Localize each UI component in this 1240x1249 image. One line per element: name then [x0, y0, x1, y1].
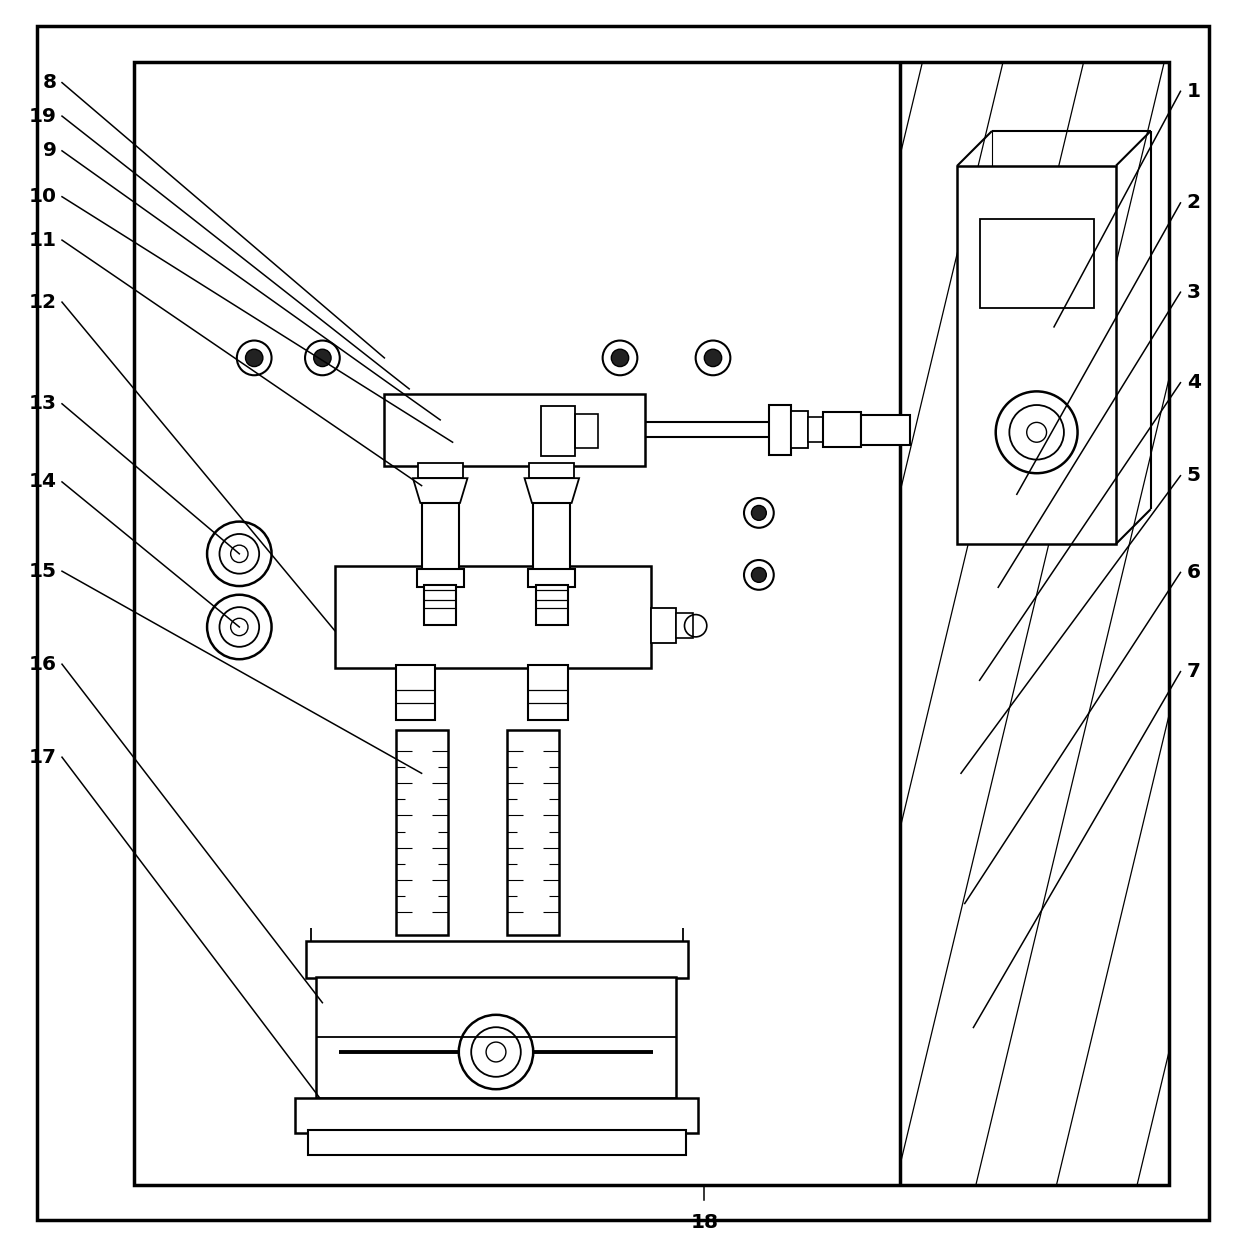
Text: 8: 8 — [43, 74, 57, 92]
Bar — [418, 463, 463, 478]
Circle shape — [603, 341, 637, 375]
Text: 2: 2 — [1187, 194, 1200, 212]
Bar — [306, 940, 688, 978]
Circle shape — [207, 522, 272, 586]
Text: 19: 19 — [30, 106, 57, 126]
Circle shape — [744, 498, 774, 528]
Text: 18: 18 — [691, 1213, 718, 1232]
Bar — [507, 729, 559, 934]
Circle shape — [207, 595, 272, 659]
Circle shape — [611, 350, 629, 366]
Bar — [575, 413, 598, 448]
Text: 6: 6 — [1187, 563, 1200, 582]
Bar — [861, 415, 910, 445]
Bar — [424, 585, 456, 624]
Bar — [676, 613, 693, 638]
Circle shape — [305, 341, 340, 375]
Bar — [791, 411, 808, 448]
Text: 3: 3 — [1187, 282, 1200, 302]
Text: 5: 5 — [1187, 466, 1200, 485]
Text: 4: 4 — [1187, 373, 1200, 392]
Circle shape — [704, 350, 722, 366]
Text: 13: 13 — [29, 395, 57, 413]
Text: 16: 16 — [29, 654, 57, 673]
Bar — [541, 406, 575, 456]
Bar — [651, 608, 676, 643]
Text: 17: 17 — [29, 748, 57, 767]
Bar — [384, 393, 645, 466]
Text: 11: 11 — [29, 231, 57, 250]
Bar — [533, 503, 570, 571]
Bar — [422, 503, 459, 571]
Bar — [823, 412, 861, 447]
Bar — [134, 61, 1169, 1185]
Bar — [528, 666, 568, 719]
Text: 7: 7 — [1187, 662, 1200, 681]
Text: 1: 1 — [1187, 81, 1200, 101]
Bar — [417, 568, 464, 587]
Text: 14: 14 — [29, 472, 57, 491]
Text: 9: 9 — [43, 141, 57, 160]
Circle shape — [246, 350, 263, 366]
Bar — [980, 219, 1094, 309]
Bar — [769, 405, 791, 455]
Text: 15: 15 — [29, 562, 57, 581]
Circle shape — [751, 567, 766, 582]
Circle shape — [314, 350, 331, 366]
Bar — [396, 666, 435, 719]
Bar — [396, 729, 448, 934]
Text: 10: 10 — [29, 187, 57, 206]
Bar — [529, 463, 574, 478]
Bar — [808, 417, 823, 442]
Circle shape — [744, 560, 774, 590]
Bar — [316, 977, 676, 1098]
Bar — [295, 1098, 698, 1133]
Circle shape — [237, 341, 272, 375]
Bar — [528, 568, 575, 587]
Bar — [536, 585, 568, 624]
Circle shape — [696, 341, 730, 375]
Bar — [335, 566, 651, 668]
Bar — [957, 166, 1116, 543]
Text: 12: 12 — [29, 292, 57, 311]
Circle shape — [751, 506, 766, 521]
Bar — [308, 1130, 686, 1155]
